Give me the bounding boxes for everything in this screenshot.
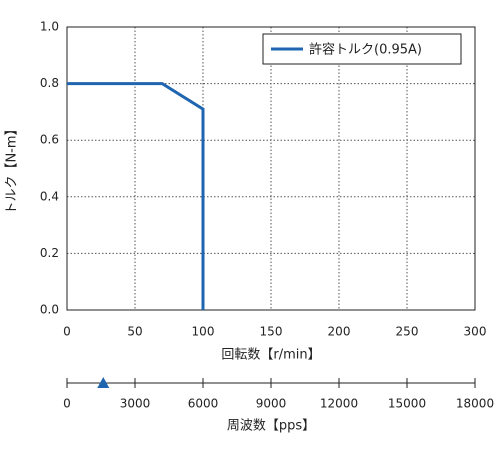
plot-frame <box>66 26 476 311</box>
x-tick-label: 100 <box>192 325 215 339</box>
x-tick-label: 18000 <box>456 397 494 411</box>
x-tick-label: 0 <box>63 397 71 411</box>
x-tick-label: 3000 <box>120 397 151 411</box>
marker <box>97 377 110 388</box>
y-tick-label: 0.8 <box>40 76 59 90</box>
y-tick-label: 0.0 <box>40 303 59 317</box>
y-axis-label: トルク【N-m】 <box>5 122 20 214</box>
x-tick-label: 250 <box>396 325 419 339</box>
x-tick-label: 150 <box>260 325 283 339</box>
x-tick-label: 12000 <box>320 397 358 411</box>
x-axis-label: 周波数【pps】 <box>227 419 315 434</box>
x-tick-label: 9000 <box>256 397 287 411</box>
x-tick-label: 6000 <box>188 397 219 411</box>
y-tick-label: 1.0 <box>40 20 59 34</box>
x-tick-label: 200 <box>328 325 351 339</box>
x-tick-label: 50 <box>127 325 142 339</box>
x-axis-label: 回転数【r/min】 <box>221 348 320 363</box>
data-line <box>67 82 205 310</box>
legend-label: 許容トルク(0.95A) <box>309 42 422 58</box>
x-tick-label: 300 <box>464 325 487 339</box>
y-tick-label: 0.4 <box>40 189 59 203</box>
y-tick-label: 0.2 <box>40 246 59 260</box>
x-tick-label: 0 <box>63 325 71 339</box>
y-tick-label: 0.6 <box>40 133 59 147</box>
x-tick-label: 15000 <box>388 397 426 411</box>
